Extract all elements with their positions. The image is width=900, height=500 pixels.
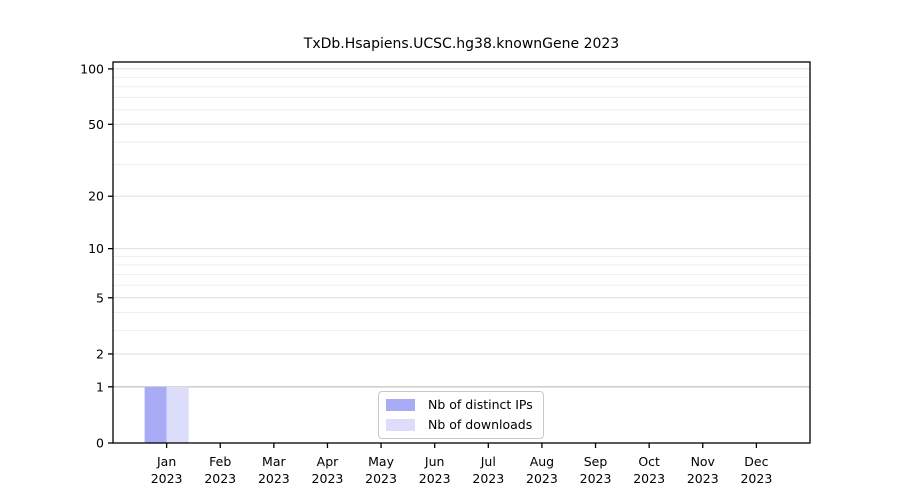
bar-distinct-ips [144, 386, 167, 443]
y-tick-label: 100 [80, 61, 104, 76]
x-tick-label-month: May [368, 454, 394, 469]
x-tick-label-month: Apr [317, 454, 339, 469]
x-tick-label-month: Feb [209, 454, 231, 469]
legend-item-downloads: Nb of downloads [386, 417, 533, 433]
x-tick-label-month: Aug [530, 454, 554, 469]
y-tick-label: 5 [96, 290, 104, 305]
x-tick-label-year: 2023 [633, 471, 665, 486]
x-tick-label-year: 2023 [687, 471, 719, 486]
x-tick-label-month: Mar [262, 454, 286, 469]
x-tick-label-year: 2023 [740, 471, 772, 486]
plot-frame [112, 61, 811, 444]
x-tick-label-year: 2023 [472, 471, 504, 486]
x-tick-label-year: 2023 [580, 471, 612, 486]
y-tick-label: 10 [88, 241, 104, 256]
y-tick-label: 0 [96, 436, 104, 451]
x-tick-label-year: 2023 [365, 471, 397, 486]
y-tick-label: 2 [96, 346, 104, 361]
legend-swatch-distinct-ips [386, 399, 415, 411]
x-tick-label-month: Jun [424, 454, 445, 469]
x-tick-label-year: 2023 [258, 471, 290, 486]
x-tick-label-year: 2023 [419, 471, 451, 486]
y-tick-label: 1 [96, 379, 104, 394]
x-tick-label-month: Jul [480, 454, 496, 469]
x-tick-label-month: Sep [584, 454, 608, 469]
legend-label-downloads: Nb of downloads [428, 417, 533, 432]
legend: Nb of distinct IPs Nb of downloads [378, 391, 544, 439]
y-tick-label: 50 [88, 117, 104, 132]
legend-swatch-downloads [386, 419, 415, 431]
x-tick-label-month: Dec [744, 454, 768, 469]
x-tick-label-month: Oct [638, 454, 660, 469]
legend-label-distinct-ips: Nb of distinct IPs [428, 397, 533, 412]
x-tick-label-year: 2023 [151, 471, 183, 486]
x-tick-label-year: 2023 [204, 471, 236, 486]
legend-item-distinct-ips: Nb of distinct IPs [386, 397, 533, 413]
x-tick-label-year: 2023 [526, 471, 558, 486]
bar-downloads [166, 386, 189, 443]
chart-title: TxDb.Hsapiens.UCSC.hg38.knownGene 2023 [303, 36, 620, 52]
y-tick-label: 20 [88, 189, 104, 204]
x-tick-label-month: Nov [691, 454, 716, 469]
x-tick-label-year: 2023 [312, 471, 344, 486]
x-tick-label-month: Jan [156, 454, 176, 469]
